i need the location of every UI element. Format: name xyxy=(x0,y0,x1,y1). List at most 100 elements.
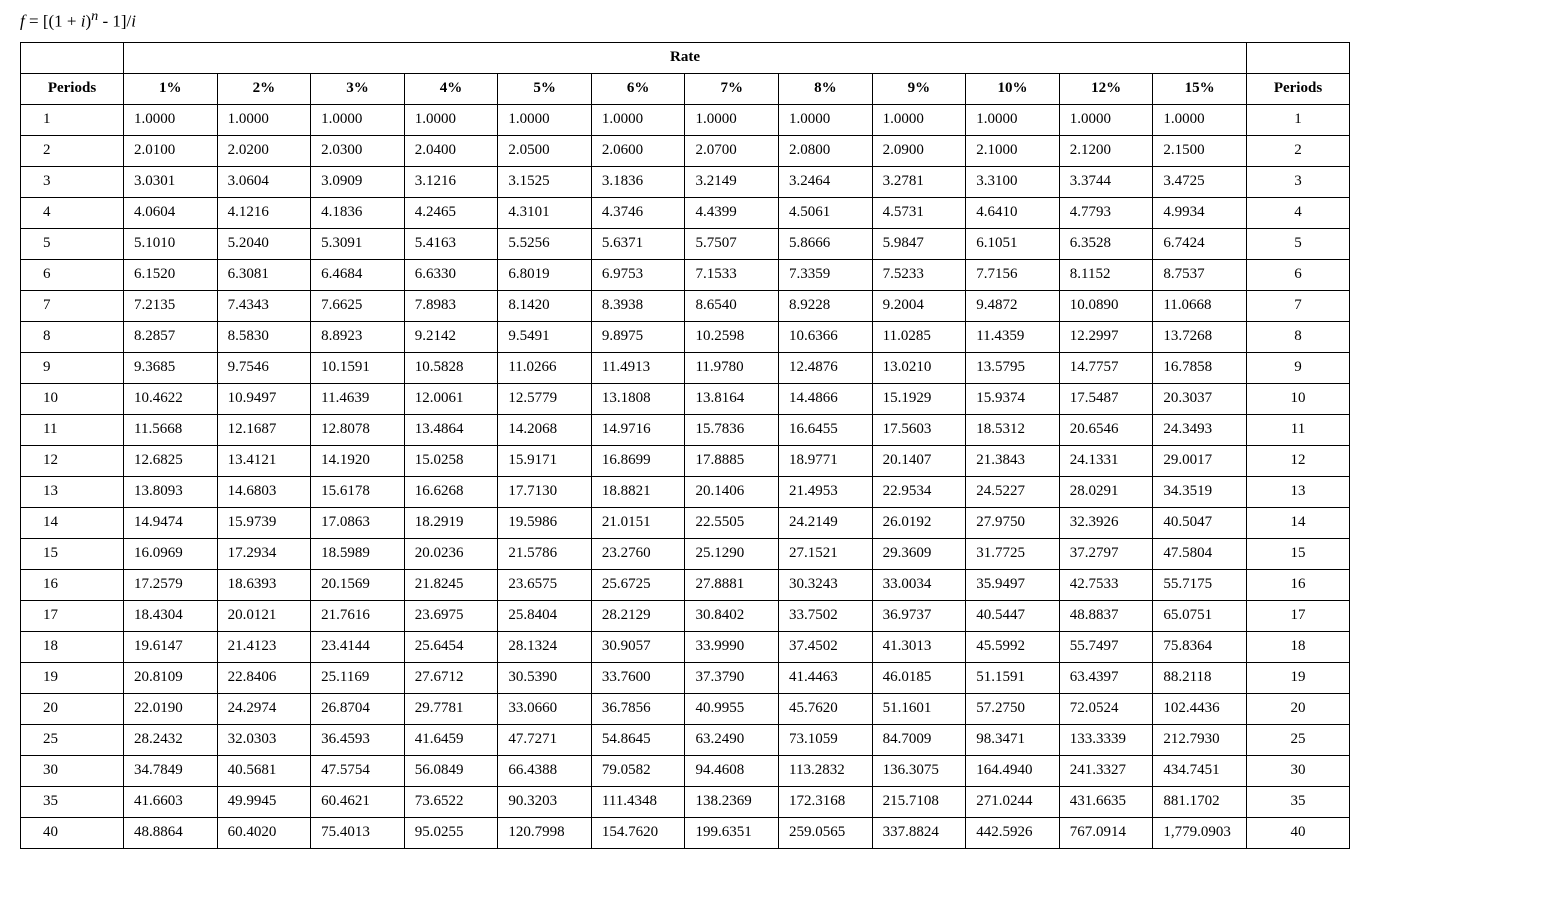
value-cell: 19.6147 xyxy=(124,631,218,662)
value-cell: 17.5487 xyxy=(1059,383,1153,414)
value-cell: 5.2040 xyxy=(217,228,311,259)
period-cell-left: 1 xyxy=(21,104,124,135)
value-cell: 37.2797 xyxy=(1059,538,1153,569)
value-cell: 21.5786 xyxy=(498,538,592,569)
table-row: 55.10105.20405.30915.41635.52565.63715.7… xyxy=(21,228,1350,259)
value-cell: 7.2135 xyxy=(124,290,218,321)
value-cell: 199.6351 xyxy=(685,817,779,848)
value-cell: 36.7856 xyxy=(591,693,685,724)
formula-text: f = [(1 + i)n - 1]/i xyxy=(20,8,1535,32)
value-cell: 6.3528 xyxy=(1059,228,1153,259)
value-cell: 16.6268 xyxy=(404,476,498,507)
value-cell: 1.0000 xyxy=(872,104,966,135)
value-cell: 12.8078 xyxy=(311,414,405,445)
value-cell: 4.5731 xyxy=(872,197,966,228)
value-cell: 48.8864 xyxy=(124,817,218,848)
value-cell: 4.9934 xyxy=(1153,197,1247,228)
value-cell: 24.3493 xyxy=(1153,414,1247,445)
value-cell: 32.3926 xyxy=(1059,507,1153,538)
period-cell-left: 30 xyxy=(21,755,124,786)
value-cell: 35.9497 xyxy=(966,569,1060,600)
value-cell: 24.2974 xyxy=(217,693,311,724)
value-cell: 4.4399 xyxy=(685,197,779,228)
value-cell: 14.7757 xyxy=(1059,352,1153,383)
value-cell: 9.8975 xyxy=(591,321,685,352)
value-cell: 2.0900 xyxy=(872,135,966,166)
value-cell: 33.7600 xyxy=(591,662,685,693)
value-cell: 3.0301 xyxy=(124,166,218,197)
value-cell: 41.4463 xyxy=(779,662,873,693)
value-cell: 4.0604 xyxy=(124,197,218,228)
value-cell: 63.4397 xyxy=(1059,662,1153,693)
value-cell: 29.0017 xyxy=(1153,445,1247,476)
value-cell: 27.8881 xyxy=(685,569,779,600)
value-cell: 5.3091 xyxy=(311,228,405,259)
value-cell: 18.5312 xyxy=(966,414,1060,445)
value-cell: 442.5926 xyxy=(966,817,1060,848)
value-cell: 23.2760 xyxy=(591,538,685,569)
value-cell: 3.0604 xyxy=(217,166,311,197)
value-cell: 41.6459 xyxy=(404,724,498,755)
value-cell: 9.3685 xyxy=(124,352,218,383)
period-cell-left: 16 xyxy=(21,569,124,600)
period-cell-left: 4 xyxy=(21,197,124,228)
value-cell: 40.5681 xyxy=(217,755,311,786)
period-cell-right: 6 xyxy=(1247,259,1350,290)
value-cell: 65.0751 xyxy=(1153,600,1247,631)
value-cell: 95.0255 xyxy=(404,817,498,848)
value-cell: 7.7156 xyxy=(966,259,1060,290)
value-cell: 5.4163 xyxy=(404,228,498,259)
value-cell: 3.4725 xyxy=(1153,166,1247,197)
value-cell: 29.3609 xyxy=(872,538,966,569)
table-row: 1010.462210.949711.463912.006112.577913.… xyxy=(21,383,1350,414)
period-cell-left: 35 xyxy=(21,786,124,817)
rate-col-header: 15% xyxy=(1153,73,1247,104)
periods-header-right: Periods xyxy=(1247,73,1350,104)
rate-col-header: 3% xyxy=(311,73,405,104)
value-cell: 55.7175 xyxy=(1153,569,1247,600)
rate-col-header: 2% xyxy=(217,73,311,104)
value-cell: 11.4639 xyxy=(311,383,405,414)
value-cell: 30.8402 xyxy=(685,600,779,631)
value-cell: 28.2432 xyxy=(124,724,218,755)
value-cell: 2.0100 xyxy=(124,135,218,166)
value-cell: 1,779.0903 xyxy=(1153,817,1247,848)
value-cell: 51.1601 xyxy=(872,693,966,724)
value-cell: 37.4502 xyxy=(779,631,873,662)
value-cell: 14.4866 xyxy=(779,383,873,414)
value-cell: 22.5505 xyxy=(685,507,779,538)
value-cell: 10.5828 xyxy=(404,352,498,383)
period-cell-right: 16 xyxy=(1247,569,1350,600)
period-cell-left: 11 xyxy=(21,414,124,445)
value-cell: 90.3203 xyxy=(498,786,592,817)
period-cell-left: 40 xyxy=(21,817,124,848)
value-cell: 33.0034 xyxy=(872,569,966,600)
value-cell: 10.6366 xyxy=(779,321,873,352)
value-cell: 18.2919 xyxy=(404,507,498,538)
value-cell: 72.0524 xyxy=(1059,693,1153,724)
value-cell: 8.2857 xyxy=(124,321,218,352)
value-cell: 88.2118 xyxy=(1153,662,1247,693)
rate-col-header: 8% xyxy=(779,73,873,104)
value-cell: 45.5992 xyxy=(966,631,1060,662)
value-cell: 47.5754 xyxy=(311,755,405,786)
value-cell: 84.7009 xyxy=(872,724,966,755)
period-cell-right: 14 xyxy=(1247,507,1350,538)
value-cell: 4.2465 xyxy=(404,197,498,228)
value-cell: 79.0582 xyxy=(591,755,685,786)
header-empty-right xyxy=(1247,42,1350,73)
table-row: 1212.682513.412114.192015.025815.917116.… xyxy=(21,445,1350,476)
value-cell: 4.1216 xyxy=(217,197,311,228)
value-cell: 17.5603 xyxy=(872,414,966,445)
value-cell: 22.8406 xyxy=(217,662,311,693)
value-cell: 41.3013 xyxy=(872,631,966,662)
period-cell-left: 14 xyxy=(21,507,124,538)
value-cell: 6.1520 xyxy=(124,259,218,290)
value-cell: 20.0236 xyxy=(404,538,498,569)
value-cell: 20.1407 xyxy=(872,445,966,476)
periods-header-left: Periods xyxy=(21,73,124,104)
value-cell: 2.0500 xyxy=(498,135,592,166)
value-cell: 434.7451 xyxy=(1153,755,1247,786)
value-cell: 8.6540 xyxy=(685,290,779,321)
value-cell: 60.4020 xyxy=(217,817,311,848)
